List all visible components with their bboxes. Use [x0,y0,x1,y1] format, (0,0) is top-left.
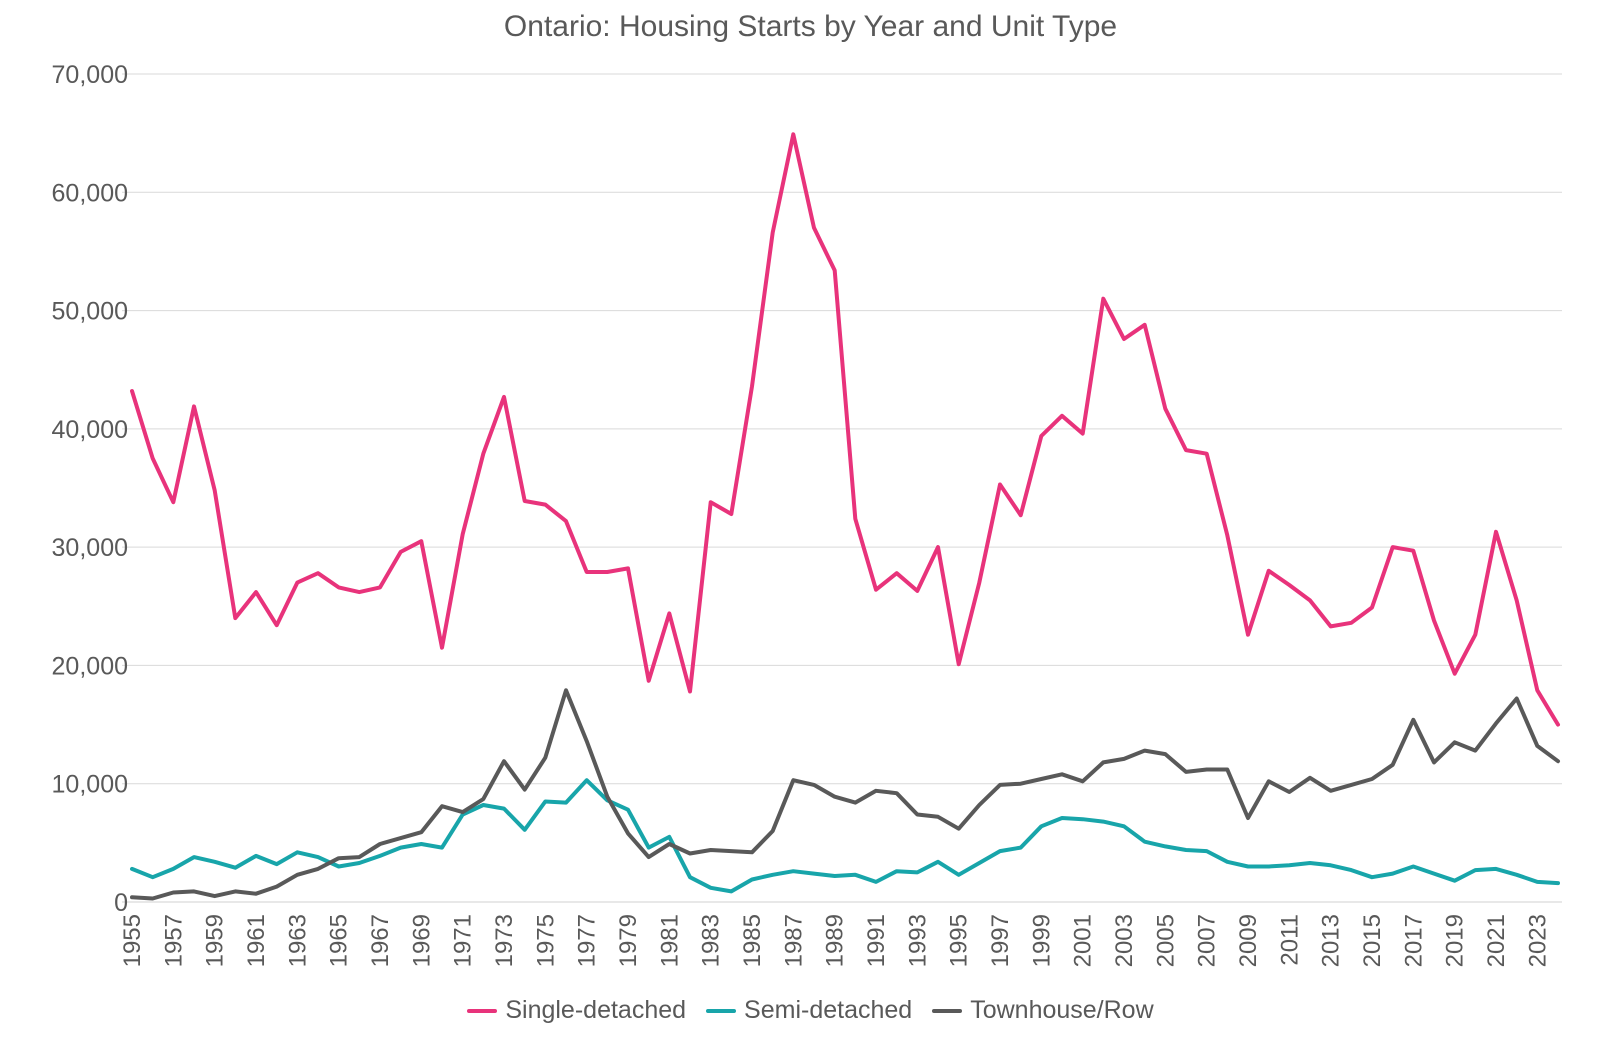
legend-swatch [706,1008,737,1013]
series-line-single-detached [130,132,1560,727]
x-tick-label: 1963 [284,914,311,967]
x-tick-label: 2023 [1524,914,1551,967]
x-tick-label: 2017 [1400,914,1427,967]
x-tick-label: 2015 [1359,914,1386,967]
x-tick-label: 1993 [904,914,931,967]
y-tick-label: 60,000 [52,179,128,207]
y-tick-label: 70,000 [52,61,128,89]
x-tick-label: 1959 [202,914,229,967]
x-tick-label: 1999 [1028,914,1055,967]
x-tick-label: 2021 [1483,914,1510,967]
legend-label: Townhouse/Row [970,996,1154,1024]
legend-item: Single-detached [467,996,686,1025]
x-tick-label: 1957 [160,914,187,967]
y-tick-label: 50,000 [52,298,128,326]
x-tick-label: 2005 [1152,914,1179,967]
y-tick-label: 0 [114,889,128,917]
x-tick-label: 1973 [491,914,518,967]
chart-legend: Single-detached Semi-detached Townhouse/Ro… [0,996,1621,1025]
y-tick-label: 30,000 [52,534,128,562]
chart-title: Ontario: Housing Starts by Year and Unit… [503,10,1118,43]
x-tick-label: 1989 [822,914,849,967]
x-tick-label: 2009 [1235,914,1262,967]
x-tick-label: 1961 [243,914,270,967]
legend-item: Semi-detached [706,996,912,1025]
legend-item: Townhouse/Row [932,996,1154,1025]
y-tick-label: 20,000 [52,652,128,680]
x-tick-label: 2003 [1111,914,1138,967]
y-tick-label: 40,000 [52,416,128,444]
x-tick-label: 1971 [450,914,477,967]
x-tick-label: 1975 [532,914,559,967]
x-tick-label: 1997 [987,914,1014,967]
x-tick-label: 1981 [656,914,683,967]
x-tick-label: 2013 [1318,914,1345,967]
y-tick-label: 10,000 [52,771,128,799]
x-tick-label: 2007 [1194,914,1221,967]
x-tick-label: 1965 [326,914,353,967]
x-tick-label: 1991 [863,914,890,967]
legend-swatch [932,1008,963,1013]
x-tick-label: 1995 [946,914,973,967]
legend-label: Single-detached [505,996,687,1024]
x-tick-label: 2019 [1442,914,1469,967]
legend-swatch [467,1008,498,1013]
x-tick-label: 2011 [1276,914,1303,966]
x-tick-label: 1985 [739,914,766,967]
x-tick-label: 2001 [1070,914,1097,967]
x-tick-label: 1955 [119,914,146,967]
series-line-semi-detached [130,778,1560,894]
series-line-townhouse-row [130,688,1560,901]
x-tick-label: 1977 [574,914,601,967]
legend-label: Semi-detached [744,996,913,1024]
x-tick-label: 1979 [615,914,642,967]
x-tick-label: 1967 [367,914,394,967]
x-tick-label: 1983 [698,914,725,967]
x-tick-label: 1969 [408,914,435,967]
x-tick-label: 1987 [780,914,807,967]
